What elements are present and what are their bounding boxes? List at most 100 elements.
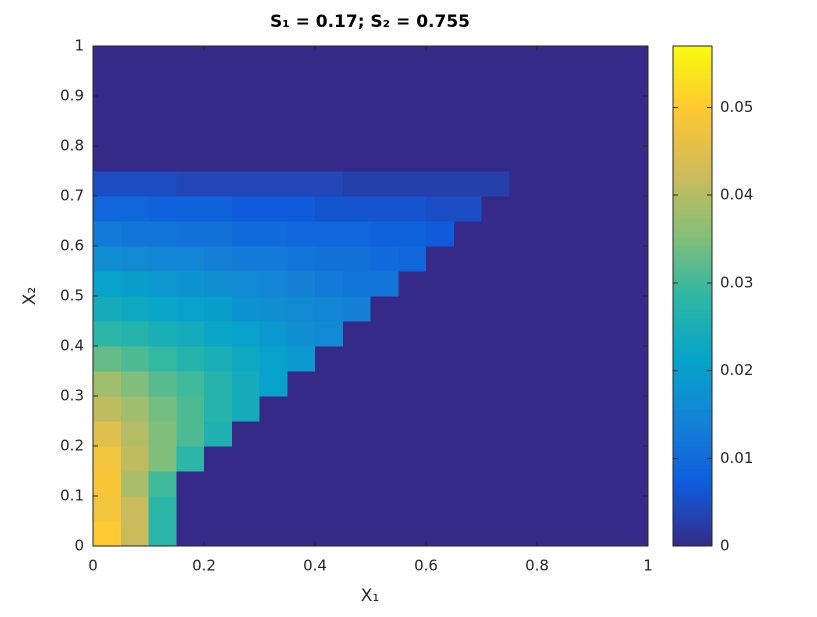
colorbar-swatch bbox=[673, 243, 712, 247]
heat-cell bbox=[176, 246, 205, 272]
colorbar-swatch bbox=[673, 506, 712, 509]
heat-cell bbox=[259, 521, 288, 547]
heat-cell bbox=[287, 171, 316, 197]
heat-cell bbox=[592, 496, 621, 522]
y-tick-label: 0.8 bbox=[60, 137, 84, 155]
heat-cell bbox=[398, 346, 427, 372]
y-axis-label: X₂ bbox=[20, 287, 40, 305]
colorbar-swatch bbox=[673, 61, 712, 64]
heat-cell bbox=[398, 321, 427, 347]
heat-cell bbox=[259, 496, 288, 522]
heat-cell bbox=[564, 421, 593, 447]
colorbar-swatch bbox=[673, 366, 712, 369]
heat-cell bbox=[398, 521, 427, 547]
heat-cell bbox=[176, 296, 205, 322]
heat-cell bbox=[342, 96, 371, 122]
heat-cell bbox=[564, 246, 593, 272]
heat-cell bbox=[93, 46, 122, 72]
heat-cell bbox=[176, 146, 205, 172]
colorbar-swatch bbox=[673, 391, 712, 394]
colorbar-swatch bbox=[673, 458, 712, 462]
colorbar-swatch bbox=[673, 501, 712, 504]
colorbar-swatch bbox=[673, 303, 712, 307]
heat-cell bbox=[564, 71, 593, 97]
heat-cell bbox=[204, 271, 233, 297]
heat-cell bbox=[564, 196, 593, 222]
heat-cell bbox=[176, 71, 205, 97]
heat-cell bbox=[315, 221, 344, 247]
colorbar-swatch bbox=[673, 396, 712, 399]
colorbar-swatch bbox=[673, 333, 712, 337]
heat-cell bbox=[481, 396, 510, 422]
heat-cell bbox=[287, 296, 316, 322]
colorbar-swatch bbox=[673, 356, 712, 359]
colorbar-swatch bbox=[673, 111, 712, 114]
heat-cell bbox=[509, 171, 538, 197]
colorbar-swatch bbox=[673, 173, 712, 177]
heat-cell bbox=[453, 471, 482, 497]
colorbar-swatch bbox=[673, 223, 712, 227]
colorbar-swatch bbox=[673, 158, 712, 162]
colorbar-swatch bbox=[673, 503, 712, 507]
heat-cell bbox=[453, 496, 482, 522]
colorbar-swatch bbox=[673, 83, 712, 87]
colorbar-swatch bbox=[673, 336, 712, 339]
heat-cell bbox=[259, 396, 288, 422]
colorbar-swatch bbox=[673, 168, 712, 172]
heat-cell bbox=[342, 346, 371, 372]
colorbar-swatch bbox=[673, 318, 712, 322]
heat-cell bbox=[231, 446, 260, 472]
colorbar-swatch bbox=[673, 268, 712, 272]
heat-cell bbox=[315, 521, 344, 547]
heat-cell bbox=[398, 396, 427, 422]
colorbar-swatch bbox=[673, 198, 712, 202]
heat-cell bbox=[204, 321, 233, 347]
heat-cell bbox=[398, 421, 427, 447]
colorbar-swatch bbox=[673, 246, 712, 249]
heat-cell bbox=[315, 71, 344, 97]
colorbar-swatch bbox=[673, 276, 712, 279]
heat-cell bbox=[537, 446, 566, 472]
heat-cell bbox=[315, 121, 344, 147]
heat-cell bbox=[564, 371, 593, 397]
heat-cell bbox=[564, 321, 593, 347]
heat-cell bbox=[426, 496, 455, 522]
heat-cell bbox=[148, 146, 177, 172]
heat-cell bbox=[592, 196, 621, 222]
heat-cell bbox=[287, 246, 316, 272]
colorbar-swatch bbox=[673, 203, 712, 207]
colorbar-swatch bbox=[673, 521, 712, 524]
colorbar-tick-label: 0.02 bbox=[720, 361, 753, 379]
colorbar-swatch bbox=[673, 496, 712, 499]
heat-cell bbox=[620, 221, 649, 247]
heat-cell bbox=[537, 271, 566, 297]
heat-cell bbox=[481, 296, 510, 322]
heat-cell bbox=[93, 171, 122, 197]
heat-cell bbox=[481, 171, 510, 197]
colorbar-swatch bbox=[673, 128, 712, 132]
heat-cell bbox=[315, 396, 344, 422]
heat-cell bbox=[426, 46, 455, 72]
heat-cell bbox=[564, 446, 593, 472]
heat-cell bbox=[398, 371, 427, 397]
heat-cell bbox=[204, 246, 233, 272]
colorbar-swatch bbox=[673, 341, 712, 344]
y-tick-label: 1 bbox=[74, 37, 84, 55]
heat-cell bbox=[509, 296, 538, 322]
heat-cell bbox=[176, 46, 205, 72]
colorbar-swatch bbox=[673, 453, 712, 457]
heat-cell bbox=[176, 196, 205, 222]
heat-cell bbox=[342, 221, 371, 247]
heat-cell bbox=[509, 246, 538, 272]
heat-cell bbox=[315, 171, 344, 197]
colorbar-swatch bbox=[673, 523, 712, 527]
heat-cell bbox=[287, 146, 316, 172]
heat-cell bbox=[93, 521, 122, 547]
colorbar-swatch bbox=[673, 156, 712, 159]
colorbar-swatch bbox=[673, 73, 712, 77]
chart-title: S₁ = 0.17; S₂ = 0.755 bbox=[270, 12, 470, 32]
heat-cell bbox=[398, 121, 427, 147]
colorbar-swatch bbox=[673, 196, 712, 199]
heat-cell bbox=[370, 521, 399, 547]
heat-cell bbox=[453, 521, 482, 547]
